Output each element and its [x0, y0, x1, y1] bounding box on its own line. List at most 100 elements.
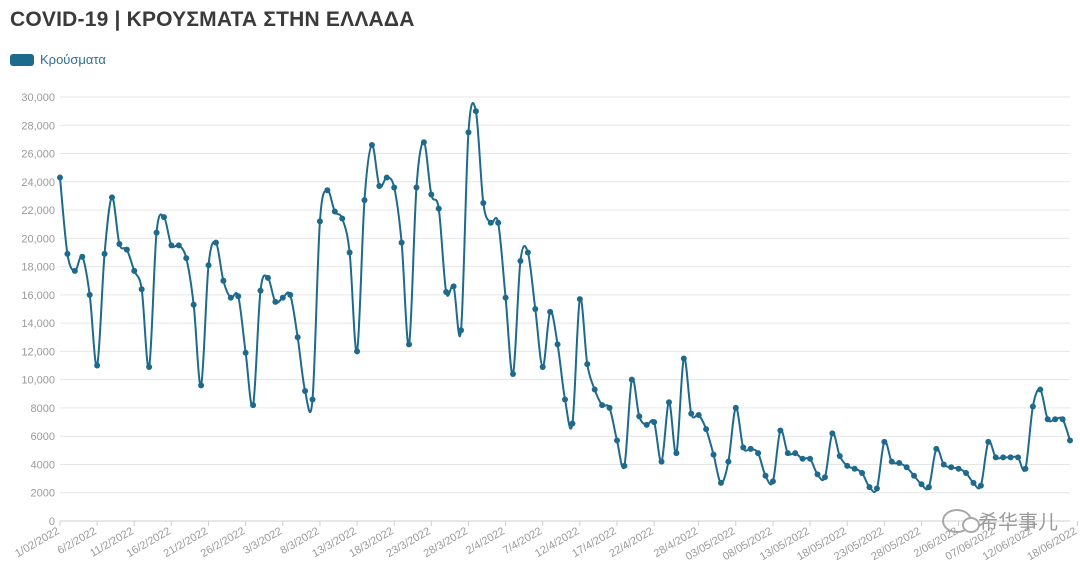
data-point-16 [175, 242, 182, 249]
data-point-128 [1007, 454, 1014, 461]
data-point-127 [1000, 454, 1007, 461]
data-point-113 [896, 460, 903, 467]
watermark: 希华事儿 [942, 506, 1058, 535]
data-point-72 [591, 386, 598, 393]
data-point-114 [903, 464, 910, 471]
data-point-105 [836, 452, 843, 459]
data-point-77 [628, 376, 635, 383]
legend[interactable]: Κρούσματα [10, 52, 106, 67]
data-point-69 [569, 420, 576, 427]
data-point-118 [933, 445, 940, 452]
data-point-70 [576, 296, 583, 303]
data-point-107 [851, 465, 858, 472]
data-point-6 [101, 250, 108, 257]
y-tick-label-0: 0 [49, 516, 55, 528]
data-point-53 [450, 283, 457, 290]
chart-title: COVID-19 | ΚΡΟΥΣΜΑΤΑ ΣΤΗΝ ΕΛΛΑΔΑ [10, 8, 415, 31]
data-point-57 [480, 200, 487, 206]
data-point-79 [643, 421, 650, 428]
data-point-123 [970, 479, 977, 486]
data-point-84 [680, 355, 687, 362]
data-point-10 [131, 267, 138, 274]
data-point-110 [873, 485, 880, 492]
data-point-31 [287, 291, 294, 298]
data-point-48 [413, 184, 420, 191]
data-point-87 [703, 426, 710, 433]
data-point-50 [428, 191, 435, 198]
data-point-82 [665, 399, 672, 406]
data-point-19 [198, 382, 205, 389]
data-point-33 [302, 387, 309, 394]
data-point-106 [844, 462, 851, 469]
data-point-116 [918, 481, 925, 488]
data-point-115 [911, 472, 918, 479]
data-point-17 [183, 255, 190, 262]
y-tick-label-16000: 16,000 [21, 290, 55, 302]
data-point-58 [487, 219, 494, 226]
y-tick-label-12000: 12,000 [21, 346, 55, 358]
data-point-90 [725, 458, 732, 465]
data-point-121 [955, 465, 962, 472]
data-point-96 [769, 478, 776, 485]
data-point-63 [524, 249, 531, 256]
data-point-76 [621, 462, 628, 469]
data-point-47 [406, 341, 413, 348]
data-point-111 [881, 438, 888, 445]
data-point-132 [1037, 386, 1044, 393]
data-point-30 [279, 294, 286, 301]
data-point-20 [205, 262, 212, 269]
data-point-42 [368, 142, 375, 149]
data-point-60 [502, 294, 509, 301]
data-point-2 [71, 267, 78, 274]
data-point-99 [792, 450, 799, 457]
data-point-92 [740, 444, 747, 451]
data-point-136 [1067, 437, 1073, 444]
y-tick-label-26000: 26,000 [21, 149, 55, 161]
data-point-37 [331, 208, 338, 215]
data-point-78 [636, 413, 643, 420]
data-point-98 [784, 450, 791, 457]
data-point-39 [346, 249, 353, 256]
data-point-126 [992, 454, 999, 461]
data-point-61 [510, 371, 517, 378]
data-point-7 [108, 194, 115, 201]
legend-swatch [10, 53, 34, 66]
data-point-80 [651, 419, 658, 426]
watermark-text: 希华事儿 [978, 510, 1058, 534]
data-point-93 [747, 445, 754, 452]
data-point-134 [1052, 416, 1059, 423]
data-point-62 [517, 257, 524, 264]
y-tick-label-10000: 10,000 [21, 375, 55, 387]
legend-label-kroysmata: Κρούσματα [40, 52, 106, 67]
data-point-15 [168, 242, 175, 249]
data-point-5 [94, 362, 101, 369]
data-point-129 [1015, 454, 1022, 461]
data-point-44 [383, 174, 390, 181]
data-point-43 [376, 183, 383, 190]
data-point-101 [807, 455, 814, 462]
data-point-14 [160, 214, 167, 221]
data-point-119 [940, 461, 947, 468]
data-point-95 [762, 472, 769, 479]
data-point-13 [153, 229, 160, 236]
data-point-28 [264, 274, 271, 281]
x-tick-label-12: 2/4/2022 [464, 525, 507, 557]
data-point-56 [472, 108, 479, 115]
data-point-3 [79, 253, 86, 260]
data-point-108 [859, 469, 866, 476]
data-point-86 [695, 412, 702, 418]
x-tick-label-0: 1/02/2022 [13, 525, 61, 560]
data-point-45 [391, 184, 398, 191]
data-point-85 [688, 410, 695, 417]
data-point-26 [250, 402, 257, 409]
data-point-68 [562, 396, 568, 403]
data-point-29 [272, 298, 279, 305]
data-point-75 [613, 437, 620, 444]
data-point-100 [799, 455, 806, 462]
data-point-117 [925, 484, 932, 491]
y-tick-label-30000: 30,000 [21, 92, 55, 104]
x-tick-label-6: 3/3/2022 [241, 525, 284, 557]
data-point-88 [710, 451, 717, 458]
data-point-0 [57, 174, 63, 181]
y-tick-label-22000: 22,000 [21, 205, 55, 217]
